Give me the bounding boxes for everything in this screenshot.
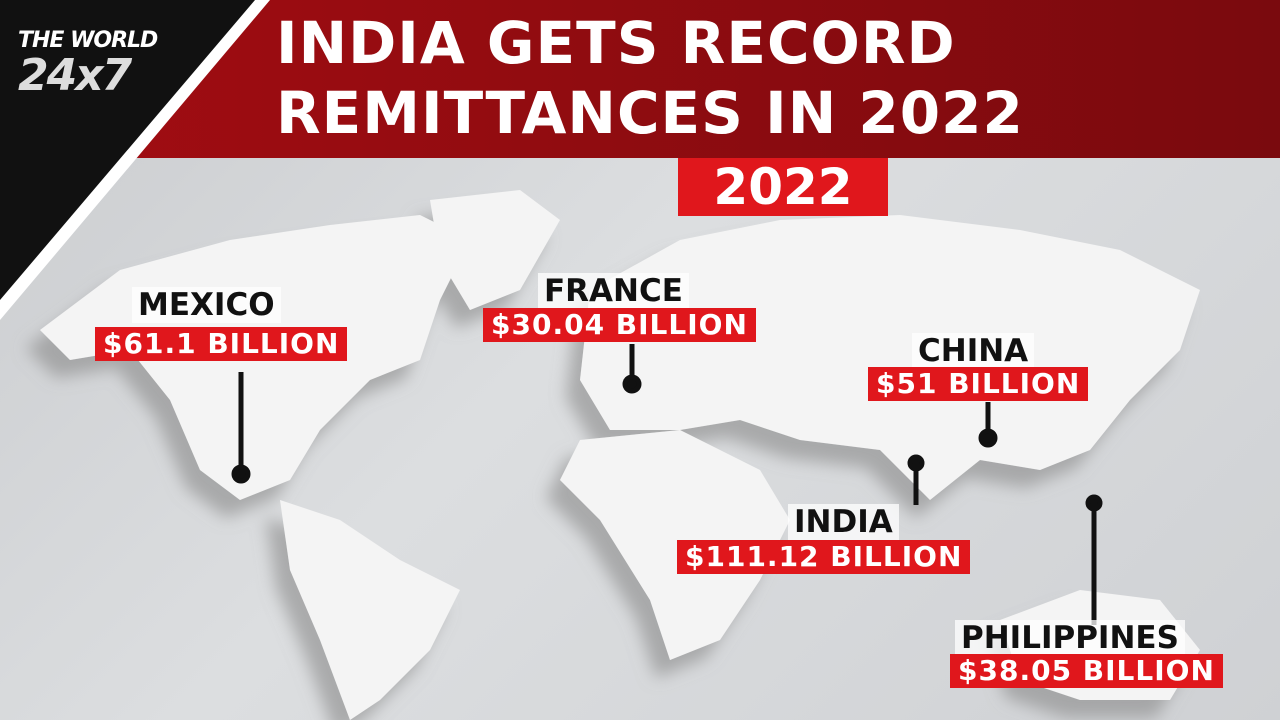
country-label: CHINA [912, 333, 1035, 369]
logo-number: 24x7 [18, 50, 132, 101]
logo-panel [0, 0, 255, 300]
amount-label: $30.04 BILLION [483, 308, 756, 342]
amount-label: $111.12 BILLION [677, 540, 971, 574]
amount-label: $51 BILLION [868, 367, 1089, 401]
logo-text: THE WORLD [18, 28, 158, 53]
amount-label: $38.05 BILLION [950, 654, 1223, 688]
headline: INDIA GETS RECORD REMITTANCES IN 2022 [276, 8, 1024, 148]
country-label: INDIA [788, 504, 899, 540]
headline-line: INDIA GETS RECORD [276, 9, 956, 77]
country-label: MEXICO [132, 287, 281, 323]
country-label: FRANCE [538, 273, 689, 309]
year-badge: 2022 [678, 158, 888, 216]
pins [231, 344, 1103, 625]
amount-label: $61.1 BILLION [95, 327, 348, 361]
headline-line: REMITTANCES IN 2022 [276, 79, 1024, 147]
country-label: PHILIPPINES [955, 620, 1185, 656]
continents [40, 190, 1200, 720]
